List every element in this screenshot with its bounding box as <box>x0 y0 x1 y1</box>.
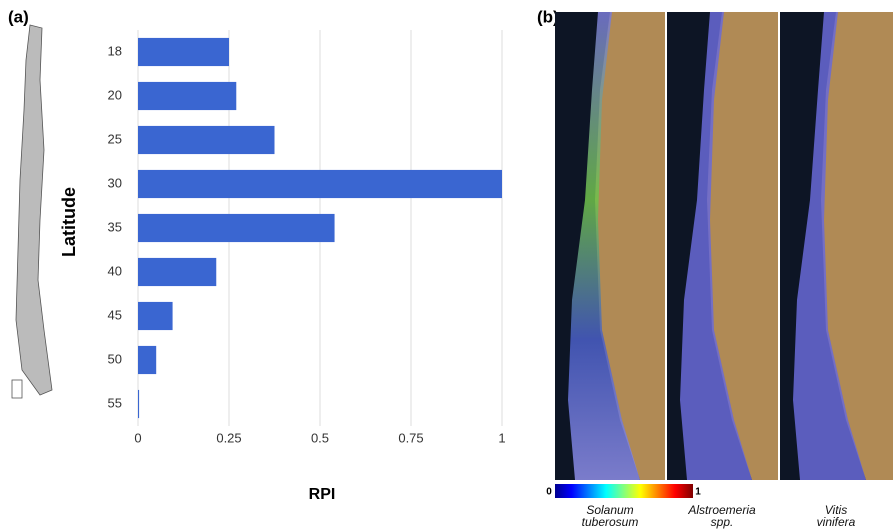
x-tick-label: 0 <box>134 430 141 445</box>
map <box>780 12 893 480</box>
y-tick-label: 25 <box>108 131 122 146</box>
bar <box>138 37 229 67</box>
maps <box>555 12 893 480</box>
y-tick-label: 30 <box>108 175 122 190</box>
y-tick-label: 45 <box>108 307 122 322</box>
species-label: tuberosum <box>582 515 639 529</box>
y-tick-label: 18 <box>108 43 122 58</box>
chile-outline <box>15 24 53 396</box>
y-tick-label: 20 <box>108 87 122 102</box>
colorbar <box>555 484 693 498</box>
x-tick-label: 0.75 <box>398 430 423 445</box>
species-label: vinifera <box>817 515 856 529</box>
colorbar-min: 0 <box>546 487 552 498</box>
inset <box>11 379 23 399</box>
y-tick-label: 55 <box>108 395 122 410</box>
x-tick-label: 0.25 <box>216 430 241 445</box>
bar <box>138 257 217 287</box>
bar <box>138 125 275 155</box>
y-tick-label: 40 <box>108 263 122 278</box>
y-axis-title: Latitude <box>59 187 79 257</box>
map <box>555 12 665 480</box>
bar <box>138 213 335 243</box>
species-label: Solanum <box>586 503 633 517</box>
bar <box>138 389 140 419</box>
x-tick-label: 0.5 <box>311 430 329 445</box>
species-label: Alstroemeria <box>687 503 756 517</box>
y-tick-label: 50 <box>108 351 122 366</box>
y-tick-label: 35 <box>108 219 122 234</box>
panel-label: (a) <box>8 7 29 26</box>
bar <box>138 345 157 375</box>
x-axis-title: RPI <box>309 486 336 503</box>
panel-label: (b) <box>537 7 559 26</box>
x-tick-label: 1 <box>498 430 505 445</box>
bar <box>138 301 173 331</box>
colorbar-max: 1 <box>695 487 701 498</box>
species-label: spp. <box>711 515 734 529</box>
bar <box>138 169 502 199</box>
map <box>667 12 778 480</box>
species-label: Vitis <box>825 503 847 517</box>
bar <box>138 81 237 111</box>
